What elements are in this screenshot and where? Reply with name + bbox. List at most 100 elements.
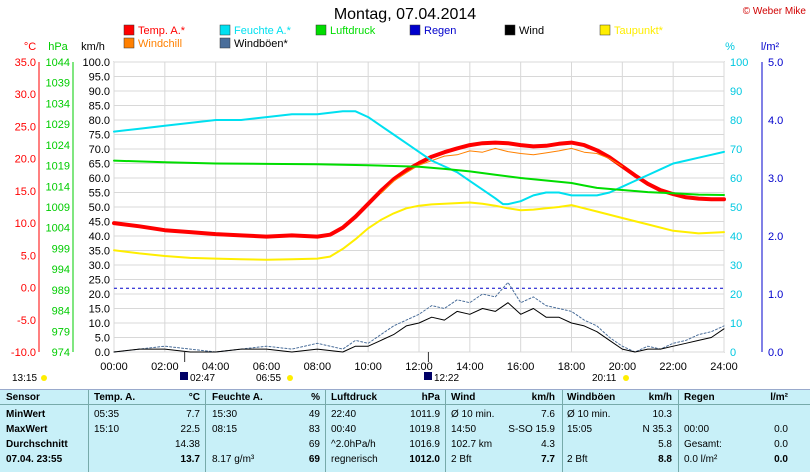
rain-tick-label: 4.0 bbox=[768, 115, 783, 127]
moonrise-label: 12:22 bbox=[434, 373, 459, 384]
rain-tick-label: 2.0 bbox=[768, 231, 783, 243]
statistics-table: Sensor Temp. A. °C Feuchte A. % Luftdruc… bbox=[0, 389, 810, 472]
header-temp: Temp. A. bbox=[94, 392, 136, 403]
series-line-windchill bbox=[380, 147, 623, 194]
table-cell-press-time: regnerisch bbox=[331, 454, 378, 465]
temp-tick-label: 25.0 bbox=[15, 121, 36, 133]
rain-tick-label: 5.0 bbox=[768, 57, 783, 69]
table-cell-gust-label: 15:05 bbox=[567, 424, 593, 435]
pressure-tick-label: 1044 bbox=[46, 57, 70, 69]
pressure-tick-label: 1029 bbox=[46, 119, 70, 131]
table-cell-label: Durchschnitt bbox=[6, 439, 68, 450]
legend-swatch bbox=[409, 24, 421, 36]
legend-label: Windchill bbox=[138, 38, 182, 50]
table-cell-wind-label: 102.7 km bbox=[451, 439, 493, 450]
header-rain-unit: l/m² bbox=[770, 392, 788, 403]
wind-tick-label: 95.0 bbox=[89, 72, 110, 84]
wind-tick-label: 75.0 bbox=[89, 130, 110, 142]
sunrise-label: 06:55 bbox=[256, 373, 281, 384]
legend-swatch bbox=[504, 24, 516, 36]
pressure-tick-label: 979 bbox=[52, 326, 70, 338]
pressure-tick-label: 1034 bbox=[46, 98, 70, 110]
temp-tick-label: -5.0 bbox=[17, 315, 36, 327]
series-line-feuchte-a bbox=[113, 110, 725, 206]
wind-tick-label: 20.0 bbox=[89, 289, 110, 301]
table-cell-press-val: 1016.9 bbox=[409, 439, 440, 450]
temp-tick-label: 15.0 bbox=[15, 186, 36, 198]
humidity-tick-label: 40 bbox=[730, 231, 742, 243]
humidity-tick-label: 100 bbox=[730, 57, 748, 69]
table-cell-press-val: 1011.9 bbox=[410, 409, 440, 420]
wind-tick-label: 0.0 bbox=[95, 347, 110, 359]
pressure-tick-label: 974 bbox=[52, 347, 70, 359]
legend-swatch bbox=[123, 24, 135, 36]
pressure-tick-label: 1024 bbox=[46, 140, 70, 152]
table-cell-rain-label: 00:00 bbox=[684, 424, 710, 435]
header-pressure: Luftdruck bbox=[331, 392, 378, 403]
moon-icon bbox=[424, 372, 432, 380]
table-cell-label: 07.04. 23:55 bbox=[6, 454, 63, 465]
series-line-wind bbox=[113, 302, 725, 353]
rain-tick-label: 1.0 bbox=[768, 289, 783, 301]
x-tick-label: 14:00 bbox=[456, 361, 484, 373]
header-sensor: Sensor bbox=[6, 392, 40, 403]
table-cell-press-time: 00:40 bbox=[331, 424, 357, 435]
series-line-taupunkt bbox=[113, 201, 725, 261]
humidity-axis-unit: % bbox=[725, 41, 735, 53]
pressure-tick-label: 1039 bbox=[46, 78, 70, 90]
header-wind-unit: km/h bbox=[531, 392, 555, 403]
wind-tick-label: 55.0 bbox=[89, 188, 110, 200]
x-tick-label: 18:00 bbox=[558, 361, 586, 373]
legend-swatch bbox=[219, 24, 231, 36]
humidity-tick-label: 10 bbox=[730, 318, 742, 330]
table-cell-rain-val: 0.0 bbox=[774, 424, 788, 435]
sun-icon bbox=[41, 375, 47, 381]
table-cell-press-val: 1012.0 bbox=[409, 454, 440, 465]
sun-icon bbox=[287, 375, 293, 381]
pressure-tick-label: 1019 bbox=[46, 161, 70, 173]
table-cell-hum-val: 49 bbox=[308, 409, 320, 420]
wind-tick-label: 85.0 bbox=[89, 101, 110, 113]
rain-axis-unit: l/m² bbox=[761, 41, 780, 53]
table-cell-temp-val: 13.7 bbox=[180, 454, 200, 465]
table-cell-temp-val: 22.5 bbox=[180, 424, 200, 435]
header-humidity-unit: % bbox=[311, 392, 320, 403]
table-cell-rain-label: Gesamt: bbox=[684, 439, 722, 450]
sun-icon bbox=[623, 375, 629, 381]
table-cell-gust-label: Ø 10 min. bbox=[567, 409, 611, 420]
temp-axis-unit: °C bbox=[24, 41, 36, 53]
rain-tick-label: 0.0 bbox=[768, 347, 783, 359]
time-marker-label: 13:15 bbox=[12, 373, 37, 384]
x-tick-label: 12:00 bbox=[405, 361, 433, 373]
table-cell-press-time: ^2.0hPa/h bbox=[331, 439, 376, 450]
weather-chart: °C hPa km/h% l/m² 35.0 30.0 25.0 20.0 15.0 10.0 5.… bbox=[11, 24, 783, 384]
wind-tick-label: 30.0 bbox=[89, 260, 110, 272]
moonset-label: 02:47 bbox=[190, 373, 215, 384]
table-cell-temp-val: 14.38 bbox=[174, 439, 200, 450]
legend-swatch bbox=[219, 37, 231, 49]
temp-tick-label: 0.0 bbox=[21, 283, 36, 295]
legend-label: Wind bbox=[519, 25, 544, 37]
table-cell-hum-time: 08:15 bbox=[212, 424, 238, 435]
temp-tick-label: 10.0 bbox=[15, 218, 36, 230]
wind-tick-label: 65.0 bbox=[89, 159, 110, 171]
wind-tick-label: 90.0 bbox=[89, 86, 110, 98]
table-cell-hum-val: 69 bbox=[308, 454, 320, 465]
table-cell-gust-label: 2 Bft bbox=[567, 454, 588, 465]
wind-tick-label: 15.0 bbox=[89, 304, 110, 316]
table-cell-hum-val: 69 bbox=[308, 439, 320, 450]
col-divider bbox=[445, 390, 446, 472]
table-cell-wind-label: 2 Bft bbox=[451, 454, 472, 465]
wind-tick-label: 50.0 bbox=[89, 202, 110, 214]
x-tick-label: 00:00 bbox=[100, 361, 128, 373]
temp-tick-label: -10.0 bbox=[11, 347, 36, 359]
table-cell-temp-time: 05:35 bbox=[94, 409, 120, 420]
sunset-label: 20:11 bbox=[592, 373, 617, 384]
table-cell-press-time: 22:40 bbox=[331, 409, 357, 420]
table-cell-hum-time: 8.17 g/m³ bbox=[212, 454, 255, 465]
col-divider bbox=[678, 390, 679, 472]
table-cell-rain-label: 0.0 l/m² bbox=[684, 454, 718, 465]
pressure-tick-label: 994 bbox=[52, 264, 70, 276]
table-cell-rain-val: 0.0 bbox=[774, 454, 788, 465]
x-tick-label: 16:00 bbox=[507, 361, 535, 373]
